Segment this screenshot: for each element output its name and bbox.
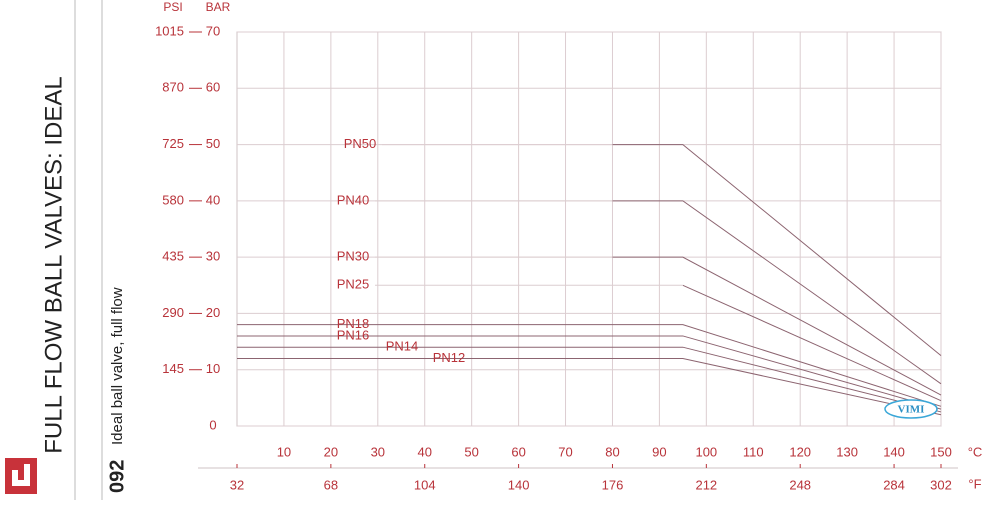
logo xyxy=(5,458,37,494)
x2-tick-label: 302 xyxy=(930,477,952,492)
y-axis-label: BAR xyxy=(206,0,231,14)
x-tick-label: 140 xyxy=(883,444,905,459)
y-tick-label: 40 xyxy=(206,192,220,207)
x2-tick-label: 68 xyxy=(324,477,338,492)
series-line xyxy=(237,346,942,413)
series-line xyxy=(682,284,942,402)
y2-tick-label: 725 xyxy=(162,136,184,151)
y2-tick-label: 870 xyxy=(162,80,184,95)
logo-badge xyxy=(884,399,938,419)
plot: PSI BAR °C °F 0 10 20 30 40 50 60 70 145 290 435 580 725… xyxy=(155,0,982,492)
x2-tick-label: 140 xyxy=(508,477,530,492)
side-subtitle: Ideal ball valve, full flow xyxy=(109,287,126,445)
series-label: PN25 xyxy=(337,277,370,292)
series-line xyxy=(612,256,942,396)
x-axis-label: °C xyxy=(968,444,983,459)
y2-tick-label: 145 xyxy=(162,361,184,376)
x-tick-label: 10 xyxy=(277,444,291,459)
plot-frame xyxy=(236,31,942,427)
y-tick-label: 60 xyxy=(206,80,220,95)
series-label: PN40 xyxy=(337,192,370,207)
series-label: PN30 xyxy=(337,249,370,264)
x-tick-label: 150 xyxy=(930,444,952,459)
x2-tick-label: 212 xyxy=(695,477,717,492)
x2-tick-label: 284 xyxy=(883,477,905,492)
x2-tick-label: 104 xyxy=(414,477,436,492)
y2-tick-label: 580 xyxy=(162,192,184,207)
series-label: PN14 xyxy=(386,339,419,354)
x-tick-label: 90 xyxy=(652,444,666,459)
logo-glyph xyxy=(12,464,30,486)
y-tick-label: 20 xyxy=(206,305,220,320)
x-tick-label: 50 xyxy=(464,444,478,459)
side-title: FULL FLOW BALL VALVES: IDEAL xyxy=(40,76,67,453)
x-tick-label: 100 xyxy=(695,444,717,459)
series-label: PN12 xyxy=(433,350,466,365)
y-tick-label: 0 xyxy=(209,417,216,432)
series-line xyxy=(612,200,942,385)
series-line xyxy=(612,144,942,357)
x-tick-label: 70 xyxy=(558,444,572,459)
series-label: PN16 xyxy=(337,327,370,342)
series-line xyxy=(237,335,942,410)
x2-tick-label: 32 xyxy=(230,477,244,492)
y2-tick-label: 435 xyxy=(162,249,184,264)
x-tick-label: 60 xyxy=(511,444,525,459)
x2-tick-label: 176 xyxy=(602,477,624,492)
x-tick-label: 80 xyxy=(605,444,619,459)
y2-axis-label: PSI xyxy=(163,0,182,14)
series-label: PN50 xyxy=(344,136,377,151)
y-tick-label: 50 xyxy=(206,136,220,151)
y2-tick-label: 290 xyxy=(162,305,184,320)
x2-tick-label: 248 xyxy=(789,477,811,492)
y-tick-label: 70 xyxy=(206,23,220,38)
x-tick-label: 110 xyxy=(743,444,764,459)
series-line xyxy=(237,324,942,407)
x-tick-label: 120 xyxy=(789,444,811,459)
y-tick-label: 10 xyxy=(206,361,220,376)
series-label: PN18 xyxy=(337,316,370,331)
x2-axis-label: °F xyxy=(968,476,981,491)
logo-text: VIMI xyxy=(898,404,925,416)
x-tick-label: 30 xyxy=(371,444,385,459)
logo-box xyxy=(5,458,37,494)
page-number: 092 xyxy=(106,460,128,493)
x-tick-label: 40 xyxy=(417,444,431,459)
x-tick-label: 130 xyxy=(836,444,858,459)
y-tick-label: 30 xyxy=(206,249,220,264)
series-line xyxy=(237,357,942,416)
x-tick-label: 20 xyxy=(324,444,338,459)
y2-tick-label: 1015 xyxy=(155,23,184,38)
